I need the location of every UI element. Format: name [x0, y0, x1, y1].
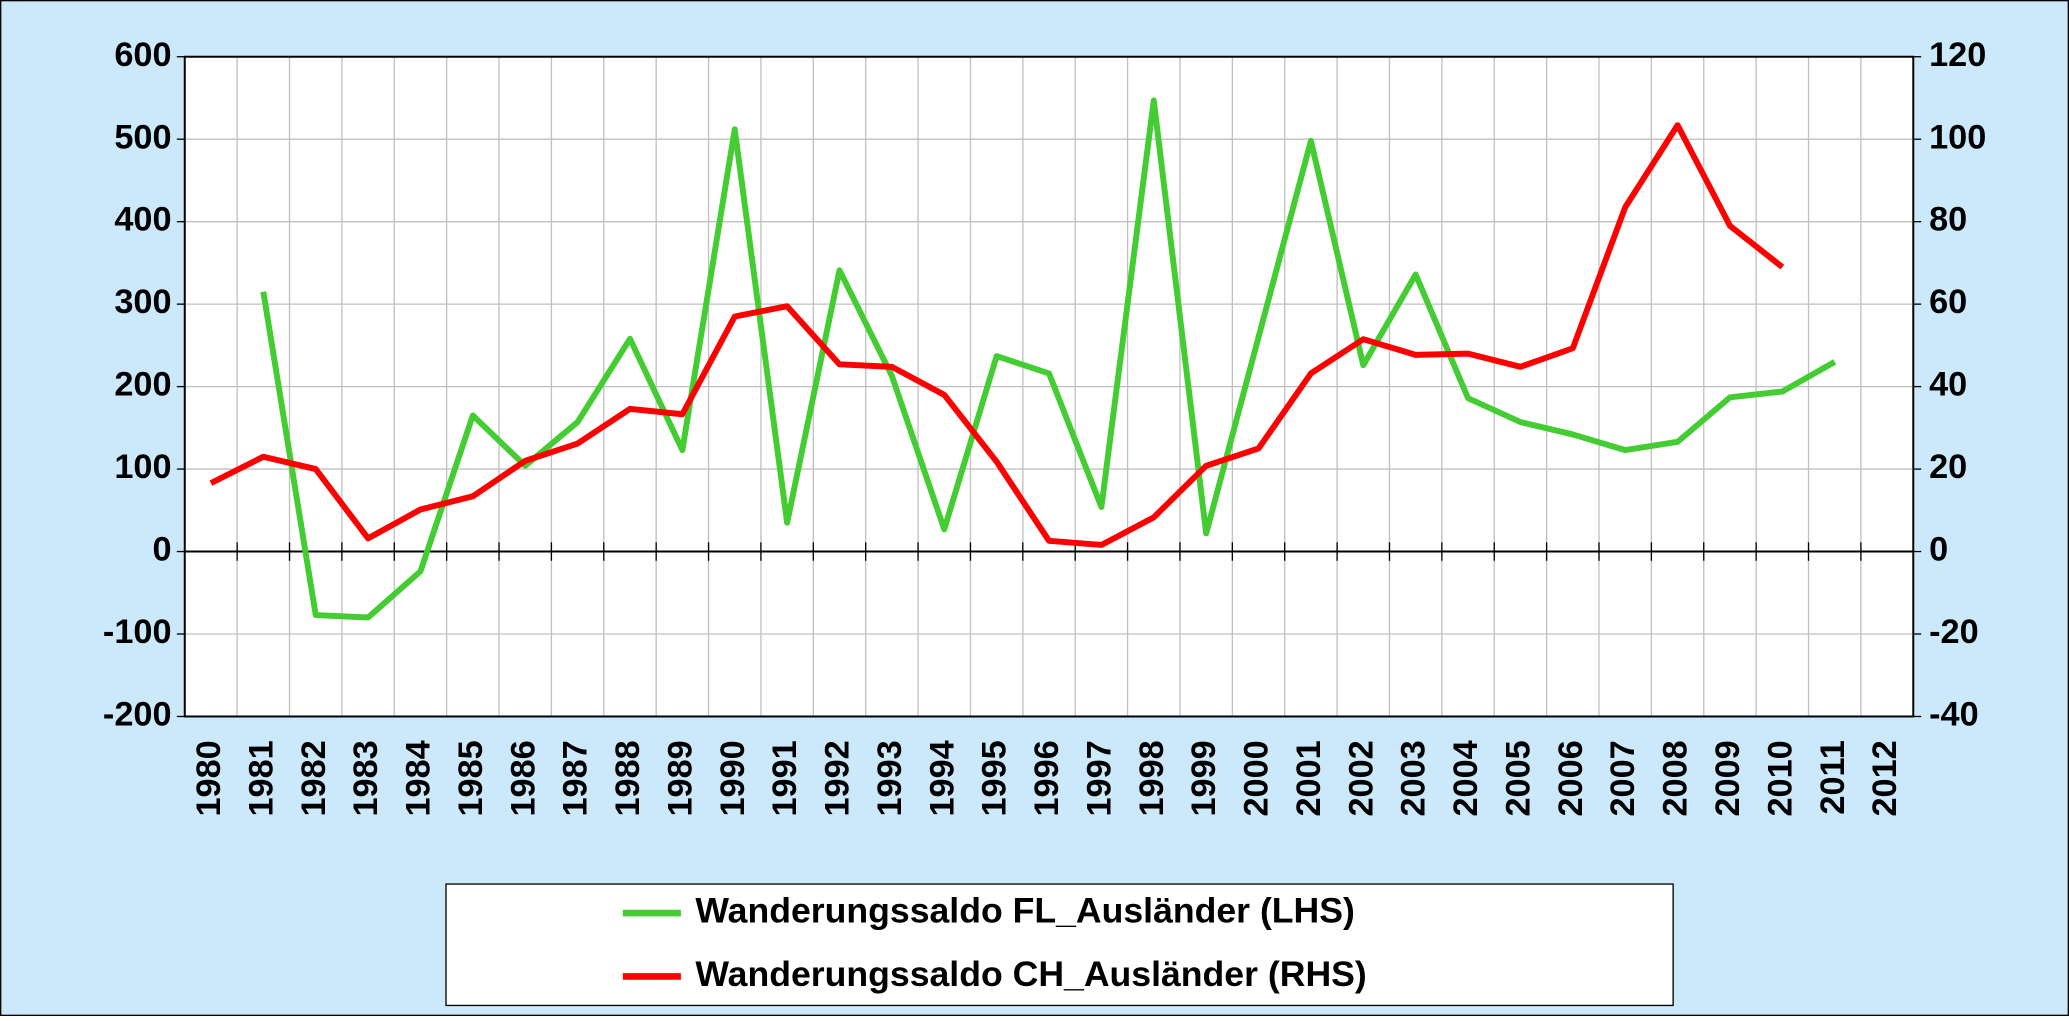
y2-tick-label: -40	[1929, 696, 1979, 734]
x-tick-label: 1990	[714, 740, 752, 816]
x-tick-label: 2012	[1866, 740, 1904, 816]
y2-tick-label: 120	[1929, 36, 1986, 74]
x-tick-label: 1992	[819, 740, 857, 816]
x-tick-label: 1983	[347, 740, 385, 816]
y-tick-label: 600	[114, 36, 171, 74]
y-tick-label: 200	[114, 366, 171, 404]
x-tick-label: 2007	[1604, 740, 1642, 816]
x-tick-label: 2010	[1761, 740, 1799, 816]
y2-tick-label: 20	[1929, 448, 1967, 486]
y2-tick-label: 80	[1929, 201, 1967, 239]
y2-tick-label: 40	[1929, 366, 1967, 404]
x-tick-label: 2003	[1395, 740, 1433, 816]
x-tick-label: 2009	[1709, 740, 1747, 816]
series-line	[209, 122, 1785, 548]
x-tick-label: 1989	[661, 740, 699, 816]
x-tick-label: 1997	[1080, 740, 1118, 816]
x-tick-label: 1987	[557, 740, 595, 816]
x-tick-label: 1999	[1185, 740, 1223, 816]
plot-frame	[183, 55, 1915, 718]
y2-tick-label: 0	[1929, 531, 1948, 569]
x-tick-label: 1986	[504, 740, 542, 816]
x-tick-label: 1988	[609, 740, 647, 816]
legend-label: Wanderungssaldo CH_Ausländer (RHS)	[695, 954, 1366, 994]
y-tick-label: -200	[103, 696, 172, 734]
x-tick-label: 1993	[871, 740, 909, 816]
y2-tick-label: -20	[1929, 613, 1979, 651]
x-tick-label: 1995	[976, 740, 1014, 816]
x-tick-label: 2011	[1814, 740, 1852, 814]
y-tick-label: 0	[152, 531, 171, 569]
legend: Wanderungssaldo FL_Ausländer (LHS) Wander…	[445, 883, 1674, 1007]
x-tick-label: 1981	[242, 740, 280, 816]
y2-tick-label: 60	[1929, 283, 1967, 321]
series-line	[260, 97, 1837, 621]
x-tick-label: 2002	[1342, 740, 1380, 816]
y2-tick-label: 100	[1929, 118, 1986, 156]
x-tick-label: 1991	[766, 740, 804, 816]
x-tick-label: 2004	[1447, 740, 1485, 816]
x-tick-label: 1998	[1133, 740, 1171, 816]
x-tick-label: 2000	[1238, 740, 1276, 816]
x-tick-label: 2006	[1552, 740, 1590, 816]
legend-label: Wanderungssaldo FL_Ausländer (LHS)	[695, 890, 1354, 930]
x-tick-label: 1996	[1028, 740, 1066, 816]
x-tick-label: 2008	[1657, 740, 1695, 816]
x-tick-label: 1985	[452, 740, 490, 816]
y-tick-label: 400	[114, 201, 171, 239]
x-tick-label: 1980	[190, 740, 228, 816]
y-tick-label: -100	[103, 613, 172, 651]
x-tick-label: 2001	[1290, 740, 1328, 816]
legend-box	[445, 883, 1674, 1007]
x-tick-label: 1982	[295, 740, 333, 816]
y-tick-label: 500	[114, 118, 171, 156]
y-tick-label: 300	[114, 283, 171, 321]
x-tick-label: 1984	[400, 740, 438, 816]
x-tick-label: 1994	[923, 740, 961, 816]
x-tick-label: 2005	[1499, 740, 1537, 816]
y-tick-label: 100	[114, 448, 171, 486]
